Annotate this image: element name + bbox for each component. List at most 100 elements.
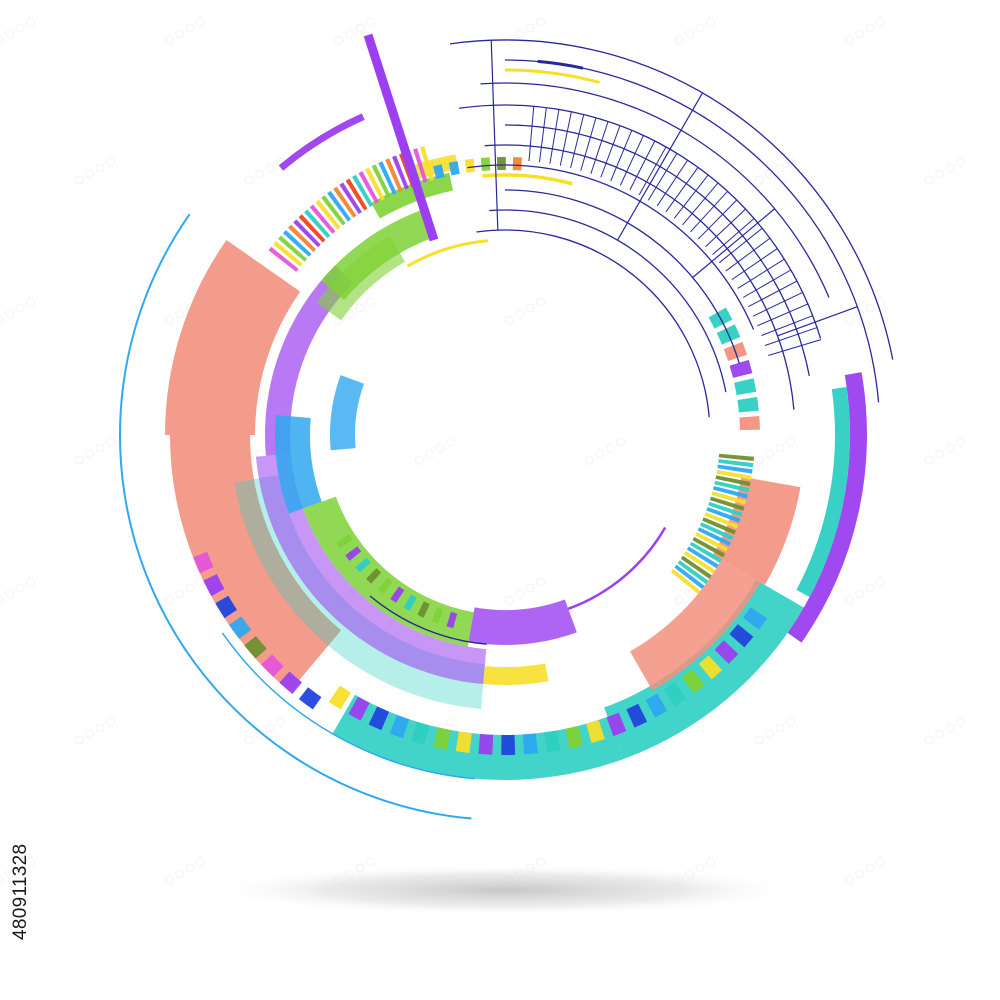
navy-radial-tick (610, 130, 633, 182)
rainbow-tick (304, 209, 331, 239)
navy-radial-tick (580, 117, 597, 171)
purple-spike (278, 113, 365, 171)
color-block (433, 164, 445, 180)
navy-radial-tick (656, 159, 689, 207)
rainbow-tick (378, 161, 397, 195)
rainbow-tick (365, 167, 385, 201)
purple-spike-bar (363, 33, 439, 242)
color-block (501, 734, 516, 756)
salmon-band (165, 239, 301, 435)
thin-tick (695, 532, 728, 552)
dash-block (431, 607, 444, 624)
green-band (316, 235, 405, 321)
navy-top-bar (537, 59, 584, 70)
color-block (496, 157, 506, 171)
dash-block (403, 594, 417, 611)
thin-tick (712, 486, 748, 499)
navy-radial-tick (725, 237, 771, 272)
thin-tick (718, 453, 755, 461)
color-block (626, 703, 648, 728)
navy-radial-tick (690, 190, 728, 233)
navy-radial-tick (549, 109, 560, 164)
color-block (743, 607, 768, 630)
rainbow-tick (345, 178, 368, 211)
purple-outer-edge (787, 372, 867, 643)
navy-line-arc (476, 229, 710, 418)
navy-radial-tick (528, 106, 535, 162)
sky-band (330, 375, 365, 451)
rainbow-tick (358, 171, 379, 204)
thin-tick (716, 470, 752, 480)
navy-radial-tick (600, 125, 621, 178)
yellow-band (407, 154, 459, 182)
navy-line-arc (504, 189, 740, 364)
navy-radial-tick (748, 280, 798, 308)
rainbow-tick (315, 199, 341, 230)
thin-tick (709, 496, 745, 511)
color-block (734, 378, 757, 396)
navy-radial-tick (682, 182, 719, 226)
thin-tick (717, 464, 753, 474)
navy-line-arc (480, 82, 830, 298)
rainbow-tick (413, 148, 428, 183)
color-block (455, 731, 472, 754)
thin-tick (689, 541, 722, 563)
green-band (302, 496, 474, 647)
tick-marks (363, 33, 858, 356)
color-block (298, 687, 322, 710)
navy-radial-tick (712, 218, 755, 255)
rainbow-tick (371, 164, 391, 198)
rainbow-tick (339, 182, 362, 215)
salmon-band (170, 435, 342, 692)
thin-tick (677, 560, 709, 584)
color-block (261, 654, 284, 677)
yellow-band (483, 663, 549, 685)
salmon-band (630, 560, 761, 691)
color-block (193, 551, 214, 574)
thin-tick (686, 546, 719, 569)
color-block (348, 696, 370, 721)
navy-radial-tick (731, 248, 778, 281)
stock-id-label: 480911328 (10, 843, 31, 940)
rainbow-tick (283, 230, 312, 257)
dash-block (417, 601, 430, 618)
purple-band (468, 599, 577, 645)
thin-tick (683, 551, 716, 574)
thin-tick (680, 555, 712, 579)
navy-connector (616, 92, 704, 241)
navy-radial-tick (752, 291, 803, 317)
color-block (512, 157, 522, 171)
navy-line-arc (504, 124, 810, 376)
navy-radial-tick (757, 303, 809, 327)
color-block (544, 730, 561, 753)
yellow-line (504, 68, 600, 84)
navy-radial-tick (673, 174, 709, 219)
thin-tick (670, 568, 701, 595)
rainbow-tick (293, 219, 321, 248)
navy-radial-tick (764, 327, 818, 346)
color-block (737, 396, 759, 413)
navy-radial-tick (737, 258, 785, 289)
thin-tick (704, 512, 739, 529)
color-block (203, 574, 225, 597)
rainbow-tick (273, 241, 303, 267)
navy-line-arc (467, 164, 755, 330)
color-block (664, 682, 687, 707)
rainbow-tick (333, 186, 357, 218)
rainbow-tick (420, 146, 434, 181)
color-block (522, 733, 538, 755)
color-block (279, 671, 302, 694)
rainbow-tick (392, 155, 409, 190)
color-block (433, 727, 451, 750)
navy-line-arc (484, 144, 795, 410)
rainbow-tick (321, 195, 346, 226)
navy-connector (692, 208, 776, 278)
color-block (411, 721, 430, 745)
navy-radial-tick (705, 208, 746, 248)
navy-radial-tick (559, 111, 572, 166)
rainbow-tick (268, 246, 299, 272)
navy-line-arc (449, 39, 894, 360)
ground-shadow (205, 864, 805, 916)
